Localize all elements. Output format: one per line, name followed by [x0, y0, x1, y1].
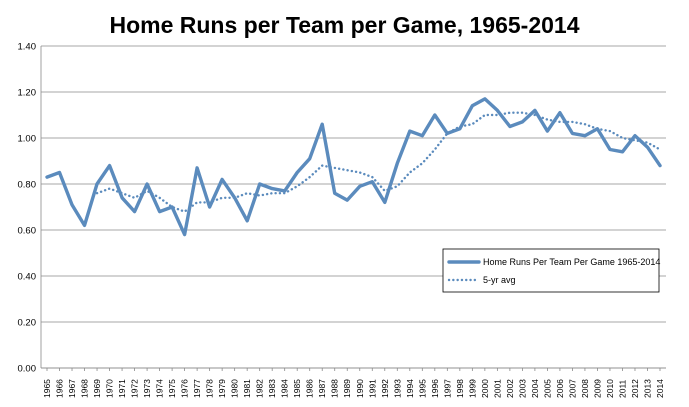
y-tick-label: 0.60 [18, 226, 37, 237]
x-tick-label: 2003 [517, 379, 527, 398]
x-tick-label: 1968 [80, 379, 90, 398]
x-tick-label: 2004 [530, 379, 540, 398]
x-tick-label: 2001 [492, 379, 502, 398]
series-line-5yr-avg [95, 111, 662, 213]
x-tick-label: 2014 [655, 379, 665, 398]
y-tick-label: 0.80 [18, 180, 37, 191]
y-tick-label: 0.20 [18, 318, 37, 329]
x-tick-label: 2007 [567, 379, 577, 398]
x-tick-label: 1989 [342, 379, 352, 398]
x-tick-label: 1966 [55, 379, 65, 398]
series-line-home-runs [45, 97, 662, 237]
x-tick-label: 2012 [630, 379, 640, 398]
x-tick-label: 1973 [142, 379, 152, 398]
x-tick-label: 1976 [180, 379, 190, 398]
legend-label: Home Runs Per Team Per Game 1965-2014 [483, 257, 660, 267]
x-tick-label: 2011 [617, 379, 627, 398]
y-tick-label: 0.00 [18, 364, 37, 375]
x-tick-label: 1965 [42, 379, 52, 398]
x-tick-label: 2009 [592, 379, 602, 398]
x-tick-label: 1995 [417, 379, 427, 398]
x-tick-label: 1981 [242, 379, 252, 398]
y-tick-label: 0.40 [18, 272, 37, 283]
x-tick-label: 2013 [642, 379, 652, 398]
x-tick-label: 2005 [542, 379, 552, 398]
x-tick-label: 1999 [467, 379, 477, 398]
x-tick-label: 1997 [442, 379, 452, 398]
x-tick-label: 1974 [155, 379, 165, 398]
x-tick-label: 1979 [217, 379, 227, 398]
y-tick-label: 1.20 [18, 88, 37, 99]
x-tick-label: 1984 [280, 379, 290, 398]
x-tick-label: 1996 [430, 379, 440, 398]
x-tick-label: 1972 [130, 379, 140, 398]
x-tick-label: 2000 [480, 379, 490, 398]
x-tick-label: 1975 [167, 379, 177, 398]
x-tick-label: 1992 [380, 379, 390, 398]
x-tick-label: 1998 [455, 379, 465, 398]
x-tick-label: 1971 [117, 379, 127, 398]
legend-box [442, 248, 660, 293]
x-tick-label: 1978 [205, 379, 215, 398]
y-tick-label: 1.40 [18, 42, 37, 53]
x-tick-label: 1967 [67, 379, 77, 398]
x-tick-label: 2002 [505, 379, 515, 398]
x-tick-label: 1983 [267, 379, 277, 398]
x-tick-label: 1982 [255, 379, 265, 398]
x-tick-label: 1993 [392, 379, 402, 398]
x-tick-label: 1980 [230, 379, 240, 398]
x-tick-label: 1988 [330, 379, 340, 398]
legend-label: 5-yr avg [483, 275, 516, 285]
x-tick-label: 1969 [92, 379, 102, 398]
x-tick-label: 1985 [292, 379, 302, 398]
chart-title: Home Runs per Team per Game, 1965-2014 [109, 12, 580, 38]
x-tick-label: 2006 [555, 379, 565, 398]
x-tick-label: 1994 [405, 379, 415, 398]
x-tick-label: 1970 [105, 379, 115, 398]
x-tick-label: 2008 [580, 379, 590, 398]
x-tick-label: 1986 [305, 379, 315, 398]
x-tick-label: 2010 [605, 379, 615, 398]
x-tick-label: 1977 [192, 379, 202, 398]
y-tick-label: 1.00 [18, 134, 37, 145]
x-tick-label: 1991 [367, 379, 377, 398]
x-tick-label: 1987 [317, 379, 327, 398]
x-tick-label: 1990 [355, 379, 365, 398]
